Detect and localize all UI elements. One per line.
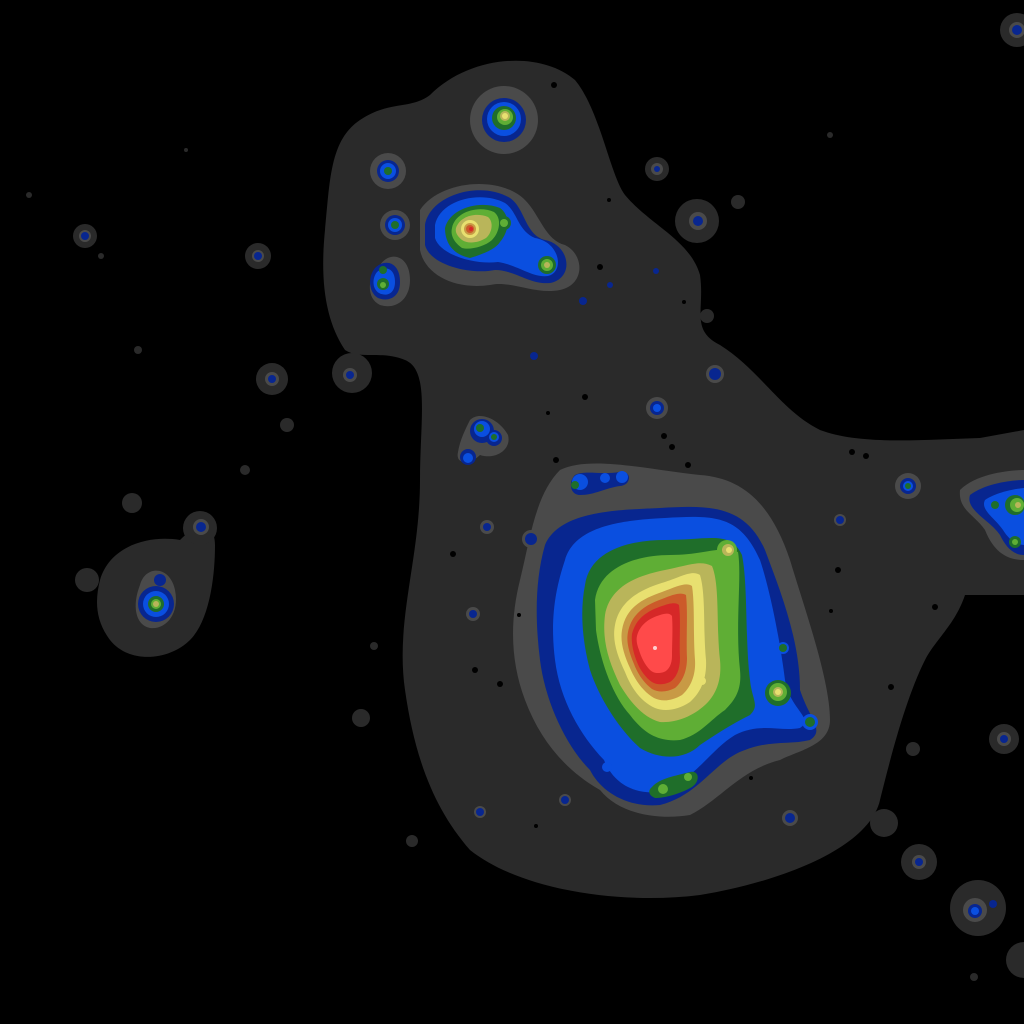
- peak-marker: [653, 646, 657, 650]
- specks: [450, 82, 938, 828]
- level-12-contours: [636, 613, 673, 674]
